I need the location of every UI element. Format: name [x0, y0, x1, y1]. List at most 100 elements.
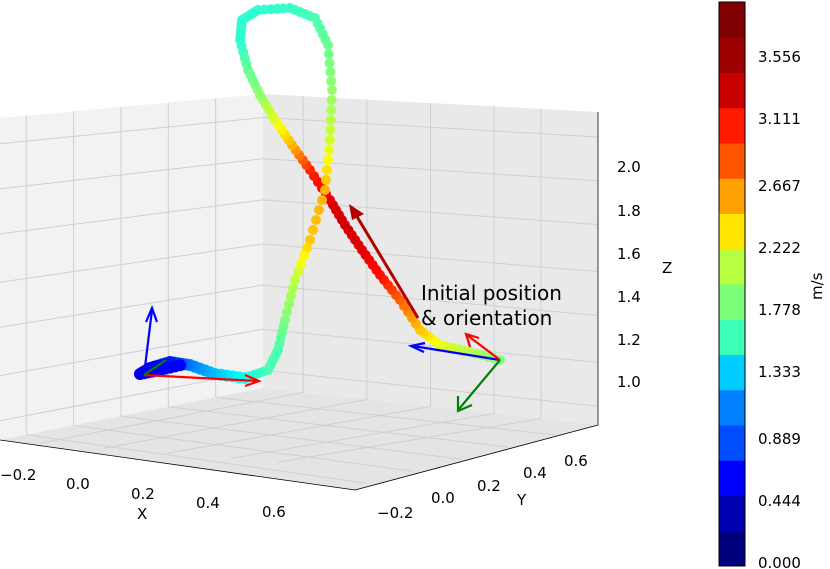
trajectory-point	[317, 195, 327, 205]
colorbar-band	[719, 495, 745, 532]
trajectory-point	[326, 105, 337, 115]
x-tick-label: 0.6	[262, 503, 286, 521]
trajectory-point	[321, 175, 331, 185]
trajectory-point	[327, 85, 337, 95]
colorbar-band	[719, 178, 745, 214]
grid-line	[0, 328, 264, 377]
start-orientation-frame	[407, 332, 501, 413]
z-tick-label: 1.8	[617, 202, 641, 220]
trajectory-path	[134, 3, 505, 384]
z-axis-label: Z	[662, 259, 672, 277]
colorbar-band	[719, 72, 745, 109]
trajectory-point	[326, 95, 337, 105]
x-tick-label: 0.2	[131, 485, 155, 503]
trajectory-point	[308, 225, 318, 235]
colorbar-tick-label: 2.222	[758, 239, 801, 257]
colorbar-tick-label: 1.778	[758, 301, 801, 319]
trajectory-point	[302, 243, 312, 253]
y-tick-label: 0.2	[477, 477, 501, 495]
colorbar-band	[719, 460, 745, 496]
end-z-axis-arrow	[142, 309, 154, 376]
colorbar-band	[719, 37, 745, 73]
colorbar-tick-label: 3.111	[758, 110, 801, 128]
z-tick-label: 1.4	[617, 288, 641, 306]
trajectory-point	[288, 283, 298, 293]
x-tick-label: −0.2	[0, 466, 36, 484]
colorbar-band	[719, 425, 745, 461]
grid-line	[215, 396, 556, 436]
trajectory-point	[323, 49, 334, 59]
colorbar-tick-label: 0.889	[758, 430, 801, 448]
colorbar-ticks: 0.000 0.444 0.889 1.333 1.778 2.222 2.66…	[758, 48, 801, 569]
grid-line	[231, 413, 495, 459]
y-axis-label: Y	[516, 491, 527, 509]
trajectory-point	[314, 205, 324, 215]
start-x-axis-arrow	[466, 334, 501, 361]
colorbar-tick-label: 3.556	[758, 48, 801, 66]
trajectory-point	[320, 185, 330, 195]
y-tick-label: 0.4	[523, 464, 547, 482]
colorbar-band	[719, 107, 745, 144]
y-axis: −0.2 0.0 0.2 0.4 0.6 Y	[377, 452, 588, 522]
trajectory-point	[286, 291, 296, 301]
x-axis: −0.2 0.0 0.2 0.4 0.6 X	[0, 466, 286, 523]
trajectory-point	[325, 135, 335, 145]
grid-line	[167, 406, 431, 454]
z-tick-label: 1.0	[617, 373, 641, 391]
grid-line	[0, 284, 264, 328]
grid-lines	[0, 96, 599, 484]
trajectory-point	[323, 155, 333, 165]
annotation-arrow	[351, 209, 420, 319]
colorbar-band	[719, 284, 745, 320]
end-y-axis-arrow	[143, 359, 167, 376]
trajectory-point	[324, 145, 334, 155]
grid-line	[120, 415, 462, 460]
speed-colorbar	[718, 1, 746, 567]
grid-line	[0, 158, 264, 190]
trajectory-point	[296, 259, 306, 269]
trajectory-point	[323, 40, 333, 50]
z-tick-label: 1.6	[617, 245, 641, 263]
trajectory-point	[325, 125, 336, 135]
colorbar-tick-label: 1.333	[758, 363, 801, 381]
grid-line	[0, 117, 264, 145]
grid-line	[26, 434, 367, 484]
colorbar-tick-label: 0.444	[758, 492, 801, 510]
y-tick-label: 0.6	[564, 452, 588, 470]
trajectory-point	[311, 215, 321, 225]
y-tick-label: 0.0	[431, 489, 455, 507]
trajectory-point	[282, 307, 292, 317]
box-edges	[0, 112, 599, 491]
trajectory-point	[324, 58, 335, 68]
colorbar-band	[719, 319, 745, 355]
colorbar-band	[719, 354, 745, 391]
grid-line	[277, 418, 542, 463]
z-tick-label: 1.2	[617, 331, 641, 349]
colorbar-band	[719, 2, 745, 38]
left-pane	[0, 94, 263, 440]
start-y-axis-arrow	[458, 359, 501, 410]
z-tick-label: 2.0	[617, 158, 641, 176]
colorbar-band	[719, 530, 745, 567]
trajectory-point	[305, 235, 315, 245]
colorbar-tick-label: 0.000	[758, 554, 801, 569]
annotation-line-1: Initial position	[421, 281, 562, 305]
trajectory-point	[299, 251, 309, 261]
colorbar-band	[719, 213, 745, 250]
trajectory-point	[290, 275, 300, 285]
colorbar-label: m/s	[808, 272, 826, 300]
x-tick-label: 0.0	[66, 475, 90, 493]
colorbar-tick-label: 2.667	[758, 177, 801, 195]
trajectory-point	[322, 165, 332, 175]
trajectory-point	[284, 299, 294, 309]
z-axis: 1.0 1.2 1.4 1.6 1.8 2.0 Z	[617, 158, 672, 391]
trajectory-point	[325, 115, 336, 125]
x-tick-label: 0.4	[196, 494, 220, 512]
colorbar-frame	[718, 1, 746, 567]
trajectory-point	[174, 359, 186, 372]
grid-line	[168, 406, 509, 448]
x-axis-label: X	[137, 505, 147, 523]
grid-line	[40, 391, 304, 444]
grid-line	[103, 398, 367, 449]
